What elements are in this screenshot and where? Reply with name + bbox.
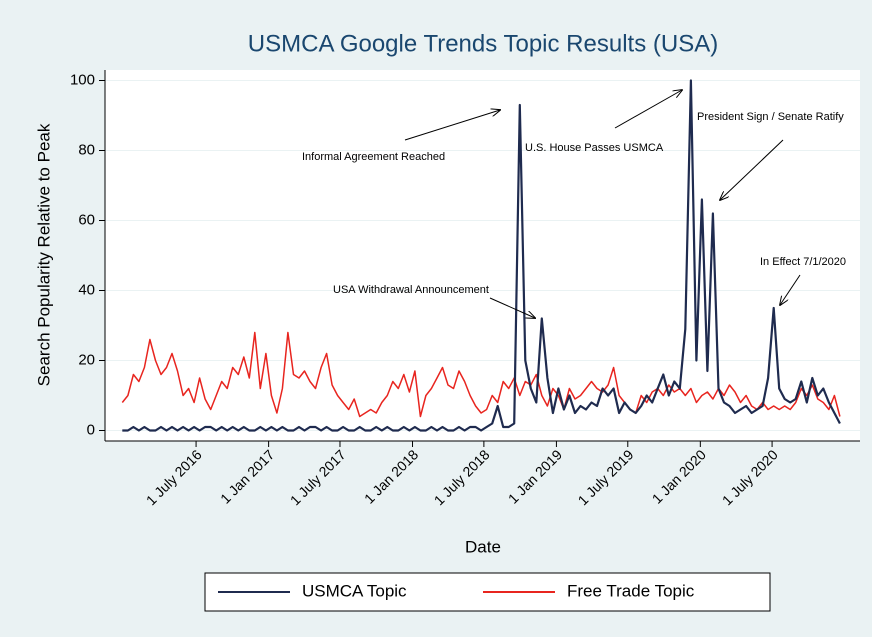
y-tick-label: 80 [78, 141, 95, 158]
annotation: Informal Agreement Reached [302, 151, 445, 163]
annotation-arrow [404, 110, 500, 141]
x-axis-title: Date [465, 537, 501, 556]
legend-label: USMCA Topic [302, 581, 407, 600]
annotation: In Effect 7/1/2020 [760, 256, 846, 268]
annotation-arrow [780, 274, 801, 305]
y-axis-title: Search Popularity Relative to Peak [34, 123, 53, 386]
legend-label: Free Trade Topic [567, 581, 695, 600]
y-tick-label: 20 [78, 351, 95, 368]
y-tick-label: 0 [87, 421, 95, 438]
annotation-arrow [720, 139, 784, 200]
annotation: USA Withdrawal Announcement [333, 284, 489, 296]
annotation: President Sign / Senate Ratify [697, 111, 844, 123]
annotation: U.S. House Passes USMCA [525, 142, 664, 154]
chart-title: USMCA Google Trends Topic Results (USA) [248, 30, 718, 57]
y-tick-label: 60 [78, 211, 95, 228]
annotation-arrow [489, 297, 535, 318]
y-tick-label: 100 [70, 71, 95, 88]
plot-area [105, 70, 860, 441]
annotation-arrow [614, 90, 682, 129]
y-tick-label: 40 [78, 281, 95, 298]
series-line [122, 79, 841, 432]
